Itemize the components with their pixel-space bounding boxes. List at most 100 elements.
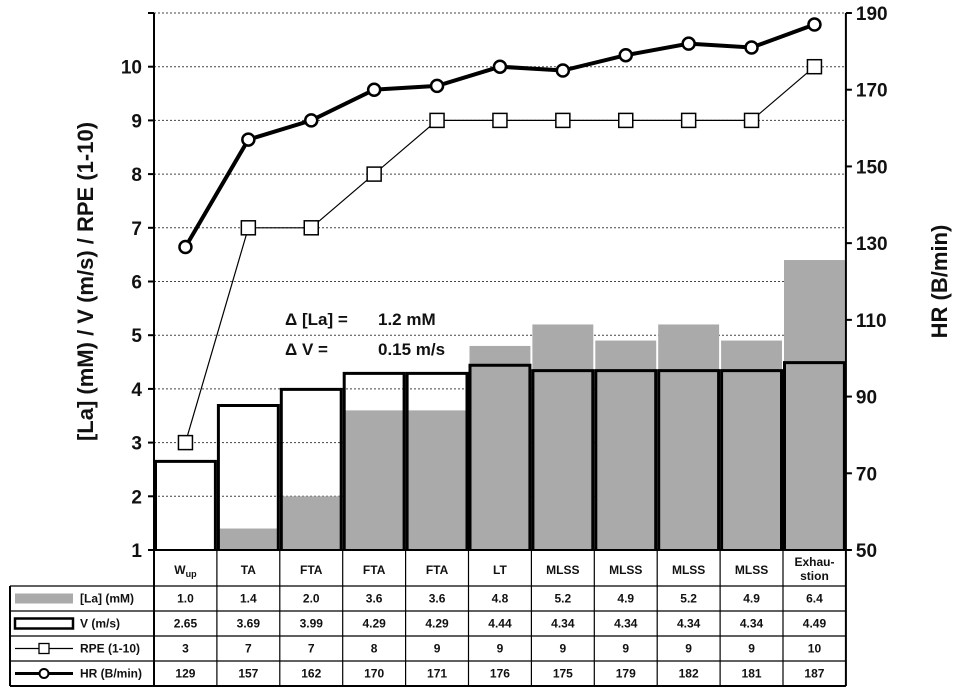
bars	[154, 260, 846, 550]
rpe-point	[806, 58, 823, 75]
category-label: FTA	[300, 563, 323, 577]
v-bar	[531, 369, 595, 550]
table-cell: 5.2	[555, 592, 572, 606]
table-cell: 176	[490, 667, 510, 681]
rpe-point	[680, 112, 697, 129]
table-cell: 2.0	[303, 592, 320, 606]
v-bar	[154, 459, 217, 550]
annotation-label: Δ V =	[285, 340, 328, 359]
category-label: MLSS	[735, 563, 768, 577]
table-row-label: RPE (1-10)	[80, 642, 140, 656]
right-tick-label: 130	[856, 234, 888, 255]
table-cell: 4.34	[614, 617, 638, 631]
category-label: Wup	[174, 563, 197, 579]
y2-axis-label: HR (B/min)	[927, 225, 952, 339]
category-label: Exhau-	[794, 555, 834, 569]
v-bar	[279, 387, 343, 550]
category-label: FTA	[426, 563, 449, 577]
data-table: Wup TA FTA FTA FTA LT MLSS MLSS MLSS MLSS Exhau-st…	[9, 549, 847, 687]
la-bar	[469, 345, 531, 550]
table-row-label: V (m/s)	[80, 617, 120, 631]
hr-point	[366, 82, 382, 97]
v-bar	[594, 369, 658, 550]
right-tick-label: 70	[856, 464, 877, 485]
rpe-point	[177, 434, 194, 451]
v-bar	[216, 404, 280, 550]
table-cell: 4.9	[617, 592, 634, 606]
hr-point	[429, 78, 445, 94]
table-cell: 4.9	[743, 592, 760, 606]
annotation-label: Δ [La] =	[285, 310, 348, 329]
rpe-point	[618, 112, 634, 129]
rpe-point	[303, 220, 319, 236]
table-cell: 179	[616, 667, 636, 681]
axes: 1 2 3 4 5 6 7 8 9 10 50 70 90 110 130 150 170 190 [La] (mM…	[73, 4, 952, 562]
table-cell: 1.0	[177, 592, 194, 606]
right-tick-label: 50	[856, 541, 877, 562]
table-cell: 4.49	[803, 617, 827, 631]
category-label: MLSS	[672, 563, 705, 577]
category-label: FTA	[363, 563, 386, 577]
la-bar	[217, 528, 279, 550]
table-cell: 4.34	[677, 617, 701, 631]
table-row-label: [La] (mM)	[80, 592, 134, 606]
hr-point	[241, 132, 256, 147]
table-cell: 6.4	[806, 592, 823, 606]
table-cell: 157	[238, 667, 258, 681]
left-tick-label: 7	[131, 219, 142, 240]
hr-point	[492, 59, 508, 74]
table-cell: 4.29	[362, 617, 386, 631]
table-cell: 181	[742, 667, 762, 681]
la-bar	[658, 324, 720, 550]
v-bar	[783, 361, 846, 550]
table-cell: 1.4	[240, 592, 257, 606]
hr-point	[555, 63, 571, 78]
hr-point	[807, 17, 822, 32]
annotation-value: 1.2 mM	[378, 310, 436, 329]
left-tick-label: 8	[131, 165, 142, 186]
right-tick-label: 170	[856, 81, 888, 102]
rpe-point	[366, 166, 382, 182]
table-cell: 5.2	[680, 592, 697, 606]
table-cell: 171	[427, 667, 447, 681]
hr-point	[618, 47, 633, 63]
table-cell: 4.34	[740, 617, 764, 631]
hr-point	[178, 239, 193, 255]
left-tick-label: 2	[131, 487, 142, 508]
table-cell: 9	[497, 642, 504, 656]
table-cell: 4.44	[488, 617, 512, 631]
table-cell: 3.69	[237, 617, 261, 631]
rpe-point	[492, 112, 508, 129]
table-cell: 170	[364, 667, 384, 681]
category-label: LT	[493, 563, 507, 577]
category-label: stion	[800, 569, 829, 583]
right-tick-label: 150	[856, 157, 888, 178]
table-cell: 3.6	[429, 592, 446, 606]
rpe-point	[555, 112, 571, 129]
right-tick-label: 190	[856, 4, 888, 25]
table-cell: 162	[301, 667, 321, 681]
left-tick-label: 10	[121, 58, 142, 79]
rpe-point	[429, 112, 445, 129]
table-cell: 175	[553, 667, 573, 681]
y-axis-label: [La] (mM) / V (m/s) / RPE (1-10)	[73, 122, 98, 441]
table-cell: 3.99	[300, 617, 324, 631]
series-lines	[177, 17, 823, 451]
left-tick-label: 9	[131, 111, 142, 132]
table-cell: 4.8	[492, 592, 509, 606]
left-tick-label: 1	[131, 541, 142, 562]
table-cell: 4.29	[425, 617, 449, 631]
legend-hr-symbol	[38, 668, 50, 679]
category-label: TA	[241, 563, 256, 577]
v-bar	[720, 369, 783, 550]
table-cell: 4.34	[551, 617, 575, 631]
table-cell: 8	[371, 642, 378, 656]
table-cell: 187	[804, 667, 824, 681]
legend-rpe-symbol	[38, 642, 50, 655]
annotations: Δ [La] = 1.2 mM Δ V = 0.15 m/s	[285, 310, 445, 359]
la-bar	[595, 340, 657, 550]
table-cell: 10	[808, 642, 822, 656]
legend-v-symbol	[13, 617, 75, 630]
rpe-point	[743, 112, 760, 129]
